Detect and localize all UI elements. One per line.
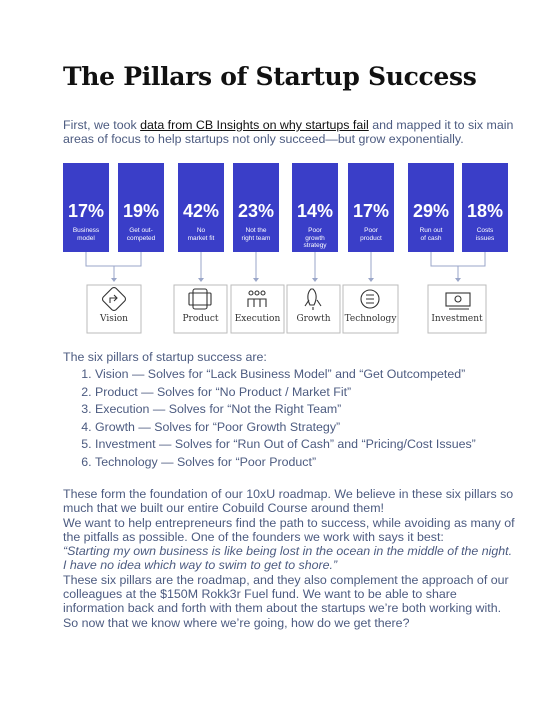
bar-label: Poor growth strategy xyxy=(303,227,327,249)
bar-label: Poor product xyxy=(360,227,382,242)
percent: 17% xyxy=(67,201,105,221)
bar: 42% No market fit xyxy=(178,163,224,252)
percent: 42% xyxy=(182,201,220,221)
connectors xyxy=(85,252,487,334)
percent: 23% xyxy=(237,201,275,221)
pillar-label: Execution xyxy=(234,314,281,324)
title: The Pillars of Startup Success xyxy=(63,62,477,91)
paragraph: These six pillars are the roadmap, and t… xyxy=(63,572,509,616)
intro: First, we took data from CB Insights on … xyxy=(63,118,518,147)
bar: 19% Get out- competed xyxy=(118,163,164,252)
list-item: Execution — Solves for “Not the Right Te… xyxy=(95,401,535,419)
bar-label: Costs issues xyxy=(475,227,495,242)
bar: 23% Not the right team xyxy=(233,163,279,252)
link[interactable]: data from CB Insights on why startups fa… xyxy=(140,118,369,132)
body: These form the foundation of our 10xU ro… xyxy=(63,487,518,630)
bar-label: No market fit xyxy=(187,227,215,242)
percent: 14% xyxy=(296,201,334,221)
intro-text: First, we took xyxy=(63,118,141,132)
list-item: Product — Solves for “No Product / Marke… xyxy=(95,384,535,402)
bar: 17% Poor product xyxy=(348,163,394,252)
percent: 18% xyxy=(466,201,504,221)
list-item: Growth — Solves for “Poor Growth Strateg… xyxy=(95,419,535,437)
paragraph: So now that we know where we’re going, h… xyxy=(63,615,410,630)
bar: 29% Run out of cash xyxy=(408,163,454,252)
percent: 17% xyxy=(352,201,390,221)
infographic: 17% Business model 19% Get out- competed 42%… xyxy=(0,0,549,340)
percent: 29% xyxy=(412,201,450,221)
pillar-label: Investment xyxy=(431,314,483,324)
bar: 17% Business model xyxy=(63,163,109,252)
bar-label: Not the right team xyxy=(241,227,271,242)
paragraph: These form the foundation of our 10xU ro… xyxy=(63,487,514,516)
pillar-list: Vision — Solves for “Lack Business Model… xyxy=(63,366,535,472)
quote: “Starting my own business is like being … xyxy=(63,544,513,573)
pillar-label: Product xyxy=(182,314,219,324)
bar-label: Get out- competed xyxy=(126,227,156,242)
intro-text: and mapped it to six main areas of focus… xyxy=(63,118,514,147)
paragraph: We want to help entrepreneurs find the p… xyxy=(63,515,515,544)
bar: 18% Costs issues xyxy=(462,163,508,252)
pillar-label: Growth xyxy=(296,314,331,324)
bar: 14% Poor growth strategy xyxy=(292,163,338,252)
pillar-label: Vision xyxy=(100,314,128,324)
pillar-label: Technology xyxy=(344,314,397,324)
percent: 19% xyxy=(122,201,160,221)
bar-label: Run out of cash xyxy=(419,227,443,242)
list-item: Investment — Solves for “Run Out of Cash… xyxy=(95,436,535,454)
list-item: Vision — Solves for “Lack Business Model… xyxy=(95,366,535,384)
bar-label: Business model xyxy=(72,227,100,242)
list-heading: The six pillars of startup success are: xyxy=(63,350,267,364)
list-item: Technology — Solves for “Poor Product” xyxy=(95,454,535,472)
